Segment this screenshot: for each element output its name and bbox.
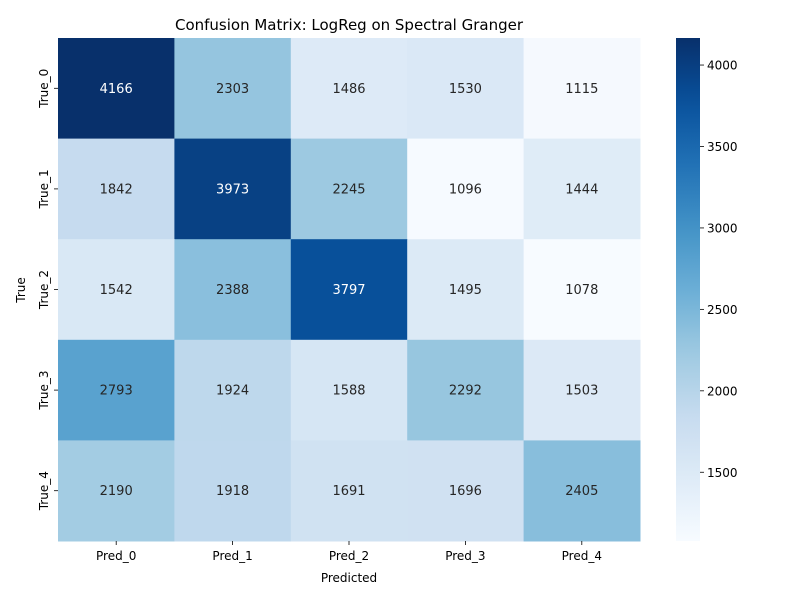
- heatmap-cell-label-r3-c0: 2793: [100, 384, 133, 399]
- colorbar-tick-label-5: 4000: [707, 59, 738, 73]
- heatmap-cell-label-r2-c1: 2388: [216, 283, 249, 298]
- heatmap-cell-r4-c0: [58, 440, 175, 542]
- heatmap-cell-r0-c2: [290, 38, 408, 140]
- heatmap-cell-label-r0-c3: 1530: [449, 82, 482, 97]
- heatmap-cell-label-r1-c0: 1842: [100, 182, 133, 197]
- heatmap-cell-label-r0-c0: 4166: [100, 82, 133, 97]
- heatmap-cell-label-r3-c3: 2292: [449, 384, 482, 399]
- x-tick-label-2: Pred_2: [329, 549, 369, 563]
- heatmap-cell-r1-c4: [523, 138, 641, 240]
- heatmap-cell-r1-c2: [290, 138, 408, 240]
- heatmap-cell-label-r4-c1: 1918: [216, 484, 249, 499]
- y-tick-label-1: True_1: [37, 169, 51, 209]
- y-tick-label-2: True_2: [37, 270, 51, 310]
- heatmap-cell-label-r2-c4: 1078: [565, 283, 598, 298]
- heatmap-cell-label-r3-c1: 1924: [216, 384, 249, 399]
- heatmap-cell-label-r4-c3: 1696: [449, 484, 482, 499]
- colorbar-gradient-bar: [676, 38, 700, 541]
- heatmap-cell-r1-c1: [174, 138, 292, 240]
- heatmap-cells: [58, 38, 641, 542]
- heatmap-cell-r2-c0: [58, 239, 175, 341]
- heatmap-cell-r4-c3: [407, 440, 525, 542]
- heatmap-cell-r0-c1: [174, 38, 292, 140]
- heatmap-cell-label-r2-c2: 3797: [332, 283, 365, 298]
- colorbar-tick-label-1: 2000: [707, 384, 738, 398]
- heatmap-cell-label-r1-c3: 1096: [449, 182, 482, 197]
- heatmap-cell-label-r0-c1: 2303: [216, 82, 249, 97]
- heatmap-cell-r1-c3: [407, 138, 525, 240]
- heatmap-cell-label-r1-c4: 1444: [565, 182, 598, 197]
- x-tick-label-0: Pred_0: [96, 549, 136, 563]
- colorbar-tick-label-3: 3000: [707, 221, 738, 235]
- heatmap-cell-r3-c1: [174, 339, 292, 441]
- heatmap-cell-r4-c1: [174, 440, 292, 542]
- colorbar-tick-label-0: 1500: [707, 466, 738, 480]
- heatmap-cell-label-r2-c3: 1495: [449, 283, 482, 298]
- heatmap-cell-label-r4-c2: 1691: [332, 484, 365, 499]
- colorbar: 1500 2000 2500 3000 3500 4000: [676, 38, 738, 541]
- y-axis: True_0 True_1 True_2 True_3 True_4: [37, 69, 58, 511]
- chart-title: Confusion Matrix: LogReg on Spectral Gra…: [175, 16, 524, 34]
- heatmap-cell-r3-c0: [58, 339, 175, 441]
- x-tick-label-4: Pred_4: [562, 549, 602, 563]
- heatmap-cell-r0-c4: [523, 38, 641, 140]
- heatmap-cell-r2-c4: [523, 239, 641, 341]
- colorbar-ticks: 1500 2000 2500 3000 3500 4000: [700, 59, 738, 480]
- y-tick-label-0: True_0: [37, 69, 51, 109]
- heatmap-cell-label-r1-c1: 3973: [216, 182, 249, 197]
- heatmap-cell-label-r2-c0: 1542: [100, 283, 133, 298]
- x-axis-label: Predicted: [321, 571, 377, 585]
- heatmap-cell-r3-c3: [407, 339, 525, 441]
- y-tick-label-3: True_3: [37, 371, 51, 411]
- heatmap-cell-label-r4-c0: 2190: [100, 484, 133, 499]
- heatmap-cell-r2-c3: [407, 239, 525, 341]
- heatmap-cell-r2-c1: [174, 239, 292, 341]
- x-axis: Pred_0 Pred_1 Pred_2 Pred_3 Pred_4: [96, 541, 602, 563]
- heatmap-cell-r0-c3: [407, 38, 525, 140]
- y-axis-label: True: [14, 277, 28, 304]
- heatmap-cell-r4-c4: [523, 440, 641, 542]
- heatmap-cell-labels: 4166 2303 1486 1530 1115 1842 3973 2245 1096 1444…: [100, 82, 599, 499]
- colorbar-tick-label-4: 3500: [707, 140, 738, 154]
- y-tick-label-4: True_4: [37, 471, 51, 511]
- heatmap-cell-r4-c2: [290, 440, 408, 542]
- heatmap-cell-r0-c0: [58, 38, 175, 140]
- x-tick-label-3: Pred_3: [445, 549, 485, 563]
- heatmap-cell-r3-c2: [290, 339, 408, 441]
- heatmap-cell-label-r0-c2: 1486: [332, 82, 365, 97]
- heatmap-cell-r2-c2: [290, 239, 408, 341]
- heatmap-cell-label-r4-c4: 2405: [565, 484, 598, 499]
- heatmap-cell-r1-c0: [58, 138, 175, 240]
- x-tick-label-1: Pred_1: [212, 549, 252, 563]
- heatmap-cell-label-r1-c2: 2245: [332, 182, 365, 197]
- heatmap-cell-r3-c4: [523, 339, 641, 441]
- heatmap-cell-label-r3-c4: 1503: [565, 384, 598, 399]
- heatmap-cell-label-r3-c2: 1588: [332, 384, 365, 399]
- heatmap-cell-label-r0-c4: 1115: [565, 82, 598, 97]
- colorbar-tick-label-2: 2500: [707, 303, 738, 317]
